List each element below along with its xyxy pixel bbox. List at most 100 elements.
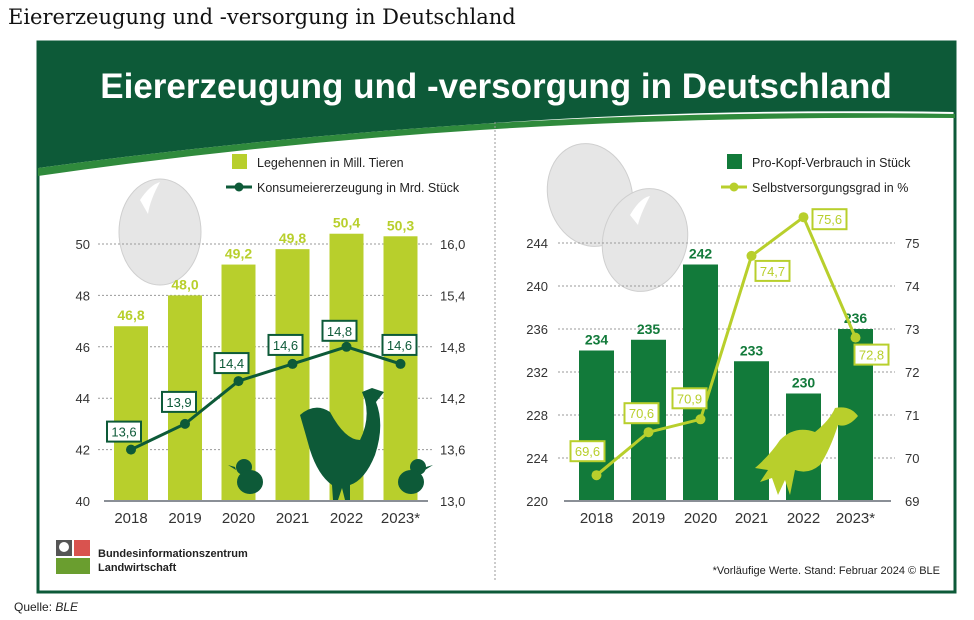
legend-line-label: Konsumeiererzeugung in Mrd. Stück (257, 181, 460, 195)
bar (275, 249, 310, 501)
y-right-tick-label: 73 (905, 322, 919, 337)
legend-bar-label: Legehennen in Mill. Tieren (257, 156, 404, 170)
y-right-tick-label: 69 (905, 494, 919, 509)
y-right-tick-label: 72 (905, 365, 919, 380)
x-tick-label: 2023* (381, 510, 420, 527)
line-point (395, 358, 406, 369)
y-left-tick-label: 232 (526, 365, 548, 380)
y-left-tick-label: 40 (76, 494, 90, 509)
x-tick-label: 2018 (114, 510, 147, 527)
x-tick-label: 2019 (168, 510, 201, 527)
y-left-tick-label: 44 (76, 391, 90, 406)
x-tick-label: 2019 (632, 510, 665, 527)
y-left-tick-label: 50 (76, 237, 90, 252)
y-right-tick-label: 70 (905, 451, 919, 466)
line-value-label: 14,6 (387, 338, 412, 353)
line-value-box (754, 259, 791, 282)
x-tick-label: 2022 (787, 510, 820, 527)
line-value-label: 75,6 (817, 212, 842, 227)
line-value-label: 14,4 (219, 356, 244, 371)
line-value-label: 14,8 (327, 324, 352, 339)
bar-value-label: 49,2 (225, 246, 252, 262)
line-point (695, 414, 706, 425)
line-value-box (569, 440, 606, 463)
line-value-box (213, 352, 250, 375)
bar-value-label: 50,4 (333, 215, 360, 231)
line-point (798, 212, 809, 223)
eggs-icon (546, 143, 689, 292)
line-point (233, 376, 244, 387)
y-left-tick-label: 224 (526, 451, 548, 466)
line-value-box (106, 420, 142, 443)
line-value-box (671, 387, 708, 410)
x-tick-label: 2020 (222, 510, 255, 527)
y-left-tick-label: 48 (76, 288, 90, 303)
y-right-tick-label: 14,8 (440, 340, 465, 355)
source-line: Quelle: BLE (14, 600, 78, 614)
line-value-box (381, 333, 418, 356)
y-right-tick-label: 16,0 (440, 237, 465, 252)
line-point (341, 341, 352, 352)
line-point (126, 444, 136, 455)
egg-icon (118, 178, 202, 286)
y-right-tick-label: 15,4 (440, 288, 465, 303)
line-value-label: 70,9 (677, 391, 702, 406)
y-left-tick-label: 236 (526, 322, 548, 337)
y-left-tick-label: 220 (526, 494, 548, 509)
x-tick-label: 2023* (836, 510, 875, 527)
line-value-label: 13,9 (166, 395, 191, 410)
source-label: Quelle: (14, 600, 53, 614)
y-left-tick-label: 228 (526, 408, 548, 423)
line-value-label: 74,7 (760, 264, 785, 279)
y-left-tick-label: 42 (76, 443, 90, 458)
line-value-label: 69,6 (575, 444, 600, 459)
logo-text-line2: Landwirtschaft (98, 562, 177, 574)
infographic-title: Eiererzeugung und -versorgung in Deutsch… (100, 67, 891, 106)
logo-text-line1: Bundesinformationszentrum (98, 548, 248, 560)
line-value-box (321, 319, 358, 342)
line-value-box (811, 208, 848, 231)
x-tick-label: 2022 (330, 510, 363, 527)
x-tick-label: 2021 (735, 510, 768, 527)
bar (114, 326, 148, 501)
x-tick-label: 2018 (580, 510, 613, 527)
legend-line-marker (234, 182, 244, 192)
y-right-tick-label: 14,2 (440, 391, 465, 406)
hen-icon (755, 407, 858, 495)
legend-bar-swatch (727, 154, 742, 169)
line-value-label: 14,6 (273, 338, 298, 353)
footnote: *Vorläufige Werte. Stand: Februar 2024 ©… (713, 565, 940, 577)
rooster-icon (300, 388, 384, 500)
line-point (746, 250, 757, 261)
legend-bar-label: Pro-Kopf-Verbrauch in Stück (752, 156, 911, 170)
bar-value-label: 49,8 (279, 230, 306, 246)
y-right-tick-label: 75 (905, 236, 919, 251)
x-tick-label: 2020 (684, 510, 717, 527)
chick-icon (398, 459, 433, 494)
line-value-label: 13,6 (111, 425, 136, 440)
y-left-tick-label: 46 (76, 340, 90, 355)
legend-line-marker (729, 182, 739, 192)
series-line (130, 345, 401, 451)
x-tick-label: 2021 (276, 510, 309, 527)
legend-bar-swatch (232, 154, 247, 169)
y-right-tick-label: 71 (905, 408, 919, 423)
line-value-box (161, 390, 197, 413)
line-point (850, 332, 861, 343)
bar-value-label: 233 (740, 342, 764, 358)
header-stripe (38, 113, 955, 176)
line-value-box (623, 402, 660, 425)
line-point (643, 427, 654, 438)
line-point (287, 358, 298, 369)
series-line (595, 214, 857, 477)
line-value-box (853, 343, 890, 366)
legend-line-label: Selbstversorgungsgrad in % (752, 181, 908, 195)
bar-value-label: 48,0 (171, 276, 198, 292)
ble-logo (56, 540, 90, 574)
line-value-label: 70,6 (629, 406, 654, 421)
y-right-tick-label: 13,6 (440, 443, 465, 458)
page-title: Eiererzeugung und -versorgung in Deutsch… (8, 5, 516, 29)
bar-value-label: 50,3 (387, 217, 414, 233)
line-value-label: 72,8 (859, 348, 884, 363)
